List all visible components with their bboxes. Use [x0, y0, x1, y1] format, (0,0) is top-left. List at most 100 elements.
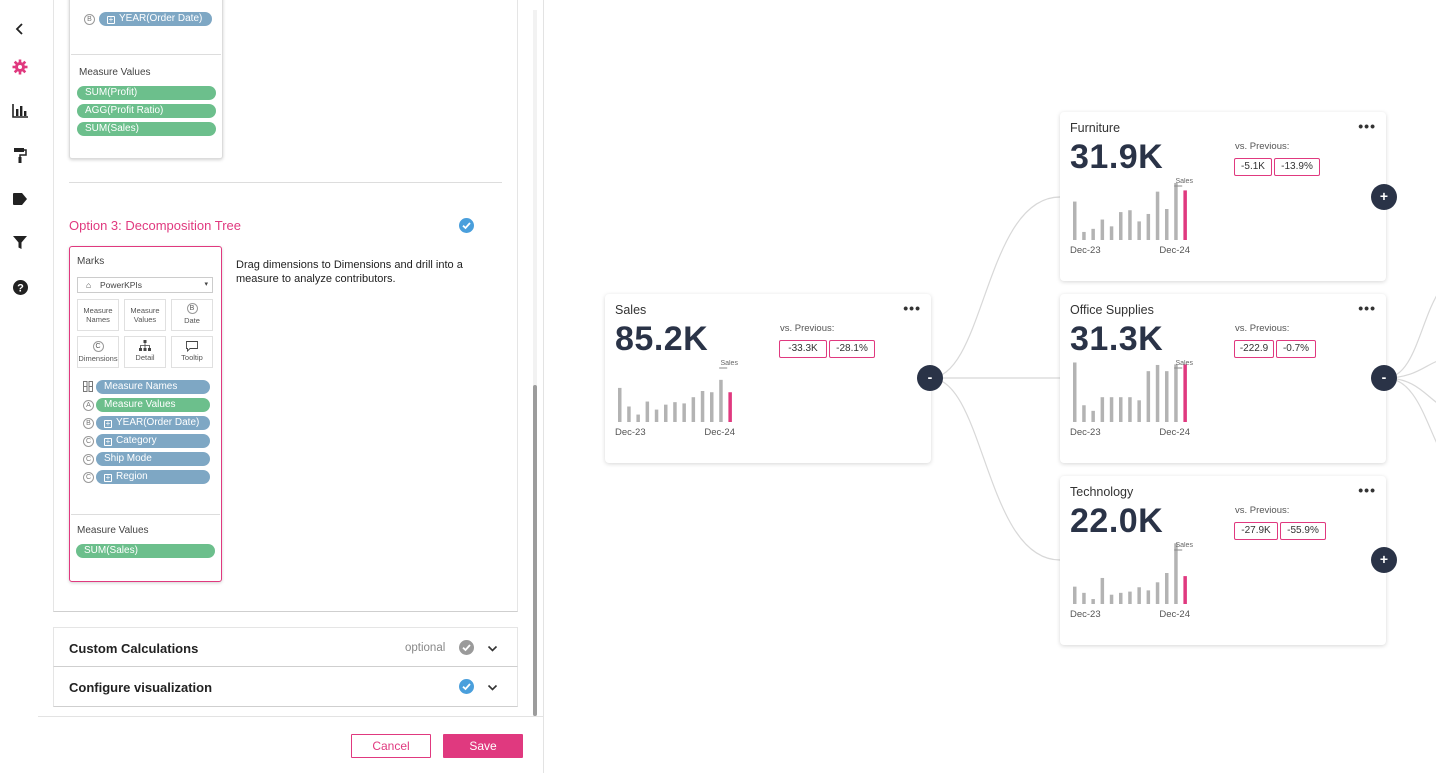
collapse-node-button[interactable]: - [917, 365, 943, 391]
mark-dimensions-button[interactable]: C Dimensions [77, 336, 119, 368]
pill-field-4[interactable]: Ship Mode [96, 452, 210, 466]
icon-rail: ? [0, 0, 40, 773]
expand-node-button[interactable]: + [1371, 547, 1397, 573]
spark-bar [1183, 576, 1187, 604]
spark-bar [691, 397, 696, 422]
spark-bar [1128, 591, 1132, 604]
expand-node-button[interactable]: + [1371, 184, 1397, 210]
spark-bar [1082, 405, 1086, 422]
spark-bar [1146, 213, 1151, 240]
pill-field-2[interactable]: + YEAR(Order Date) [96, 416, 210, 430]
spark-bar [1109, 594, 1114, 604]
option3-description: Drag dimensions to Dimensions and drill … [236, 259, 463, 285]
more-options-icon[interactable]: ••• [1358, 482, 1376, 498]
check-circle-icon [459, 640, 474, 655]
spark-bar [1137, 400, 1141, 422]
tag-icon[interactable] [11, 190, 29, 208]
spark-bar [1155, 582, 1160, 604]
filter-icon[interactable] [11, 234, 29, 252]
spark-bar [1165, 371, 1169, 422]
more-options-icon[interactable]: ••• [903, 300, 921, 316]
delta-percent: -55.9% [1280, 522, 1326, 540]
pill-measure-0[interactable]: SUM(Profit) [77, 86, 216, 100]
delta-absolute: -5.1K [1234, 158, 1272, 176]
chevron-down-icon[interactable] [487, 680, 498, 698]
spark-bar [1091, 228, 1095, 240]
pill-field-3[interactable]: + Category [96, 434, 210, 448]
mark-measure-names-button[interactable]: Measure Names [77, 299, 119, 331]
spark-bar [636, 414, 640, 422]
section-title: Custom Calculations [69, 641, 199, 656]
chevron-down-icon[interactable] [487, 641, 498, 659]
gear-icon[interactable] [11, 58, 29, 76]
collapse-node-button[interactable]: - [1371, 365, 1397, 391]
pill-field-1[interactable]: Measure Values [96, 398, 210, 412]
spark-start-label: Dec-23 [1070, 245, 1101, 256]
check-circle-icon [459, 218, 474, 233]
sparkline-chart: Sales Dec-23 Dec-24 [615, 360, 738, 438]
kpi-card-furniture[interactable]: Furniture ••• 31.9K vs. Previous: -5.1K … [1060, 112, 1386, 281]
spark-bar [1165, 209, 1169, 240]
expand-plus-icon: + [104, 473, 112, 482]
spark-bar [1146, 590, 1151, 604]
spark-start-label: Dec-23 [1070, 427, 1101, 438]
spark-bar [1155, 191, 1160, 240]
kpi-title: Technology [1070, 485, 1134, 499]
kpi-card-technology[interactable]: Technology ••• 22.0K vs. Previous: -27.9… [1060, 476, 1386, 645]
mark-detail-button[interactable]: Detail [124, 336, 166, 368]
spark-bar [1165, 573, 1169, 604]
scrollbar-thumb[interactable] [533, 385, 537, 716]
mark-tooltip-button[interactable]: Tooltip [171, 336, 213, 368]
kpi-card-sales[interactable]: Sales ••• 85.2K vs. Previous: -33.3K -28… [605, 294, 931, 463]
optional-label: optional [405, 642, 446, 654]
chevron-left-icon[interactable] [11, 20, 29, 38]
help-icon[interactable]: ? [11, 278, 29, 296]
measure-values-label: Measure Values [77, 525, 149, 536]
field-badge-5: C [83, 472, 94, 483]
panel-scrollbar[interactable] [533, 10, 537, 716]
spark-bar [1155, 364, 1160, 422]
spark-bar [1082, 231, 1086, 240]
save-button[interactable]: Save [443, 734, 523, 758]
spark-bar [1119, 397, 1123, 422]
spark-start-label: Dec-23 [615, 427, 646, 438]
cancel-button[interactable]: Cancel [351, 734, 431, 758]
more-options-icon[interactable]: ••• [1358, 118, 1376, 134]
spark-bar [1091, 599, 1095, 604]
mark-measure-values-button[interactable]: Measure Values [124, 299, 166, 331]
vs-previous-label: vs. Previous: [1235, 323, 1290, 334]
expand-plus-icon: + [104, 419, 112, 428]
marks-type-select[interactable]: ⌂ PowerKPIs ▾ [77, 277, 213, 293]
option-divider [69, 182, 502, 183]
pill-measure-2[interactable]: SUM(Sales) [77, 122, 216, 136]
spark-bar [664, 404, 668, 422]
measure-values-label: Measure Values [79, 67, 151, 78]
bar-chart-icon[interactable] [11, 102, 29, 120]
spark-bar [1137, 587, 1141, 604]
divider [71, 514, 220, 515]
vs-previous-label: vs. Previous: [780, 323, 835, 334]
measure-names-grid-icon [83, 381, 93, 392]
divider [71, 54, 221, 55]
section-title: Configure visualization [69, 680, 213, 695]
option2-shelf-card: B + YEAR(Order Date) Measure Values SUM(P… [69, 0, 223, 159]
paint-roller-icon[interactable] [11, 146, 29, 164]
spark-bar [1109, 226, 1114, 240]
mark-date-button[interactable]: B Date [171, 299, 213, 331]
pill-measure-sales[interactable]: SUM(Sales) [76, 544, 215, 558]
dimension-badge-icon: C [92, 341, 104, 352]
spark-bar [682, 403, 686, 422]
spark-end-label: Dec-24 [1159, 609, 1190, 620]
kpi-card-office-supplies[interactable]: Office Supplies ••• 31.3K vs. Previous: … [1060, 294, 1386, 463]
pill-measure-1[interactable]: AGG(Profit Ratio) [77, 104, 216, 118]
more-options-icon[interactable]: ••• [1358, 300, 1376, 316]
option3-shelf-card[interactable]: Marks ⌂ PowerKPIs ▾ Measure Names Measur… [69, 246, 222, 582]
spark-bar [1183, 364, 1187, 422]
field-badge-2: B [83, 418, 94, 429]
delta-absolute: -222.9 [1234, 340, 1274, 358]
pill-year-order-date[interactable]: + YEAR(Order Date) [99, 12, 212, 26]
custom-calculations-section[interactable]: Custom Calculations optional [53, 627, 518, 667]
configure-visualization-section[interactable]: Configure visualization [53, 667, 518, 707]
pill-field-0[interactable]: Measure Names [96, 380, 210, 394]
pill-field-5[interactable]: + Region [96, 470, 210, 484]
